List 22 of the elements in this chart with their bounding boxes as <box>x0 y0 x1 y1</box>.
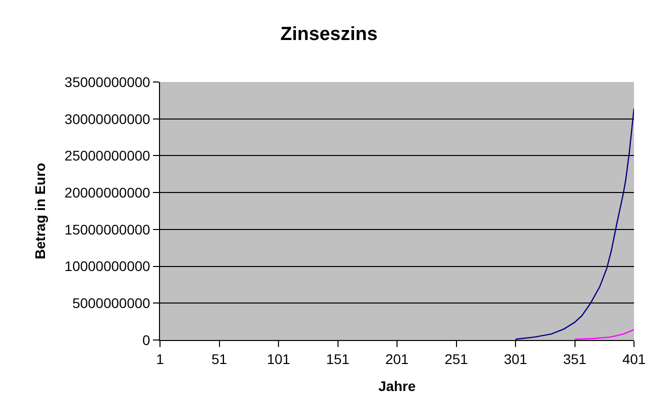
x-tick-label: 351 <box>563 350 587 367</box>
y-tick-label: 25000000000 <box>64 148 150 164</box>
y-tick-label: 30000000000 <box>64 110 150 127</box>
y-tick-label: 15000000000 <box>64 221 150 238</box>
x-tick-label: 251 <box>444 350 468 367</box>
x-axis-title: Jahre <box>378 378 416 394</box>
x-tick-label: 201 <box>385 350 409 367</box>
x-tick-label: 51 <box>211 350 228 367</box>
y-axis-title: Betrag in Euro <box>32 162 48 260</box>
y-tick-label: 0 <box>142 332 150 348</box>
chart-title: Zinseszins <box>280 24 378 46</box>
y-tick-label: 35000000000 <box>64 74 150 90</box>
y-tick-label: 20000000000 <box>64 184 150 200</box>
x-tick-label: 1 <box>156 350 164 367</box>
line-series <box>514 108 634 340</box>
y-tick-label: 10000000000 <box>64 258 150 274</box>
y-tick-label: 5000000000 <box>72 295 150 312</box>
line-series <box>574 329 634 340</box>
x-tick-label: 401 <box>622 350 646 367</box>
x-tick-label: 101 <box>266 350 290 367</box>
x-tick-label: 301 <box>504 350 528 367</box>
x-tick-label: 151 <box>326 350 350 367</box>
